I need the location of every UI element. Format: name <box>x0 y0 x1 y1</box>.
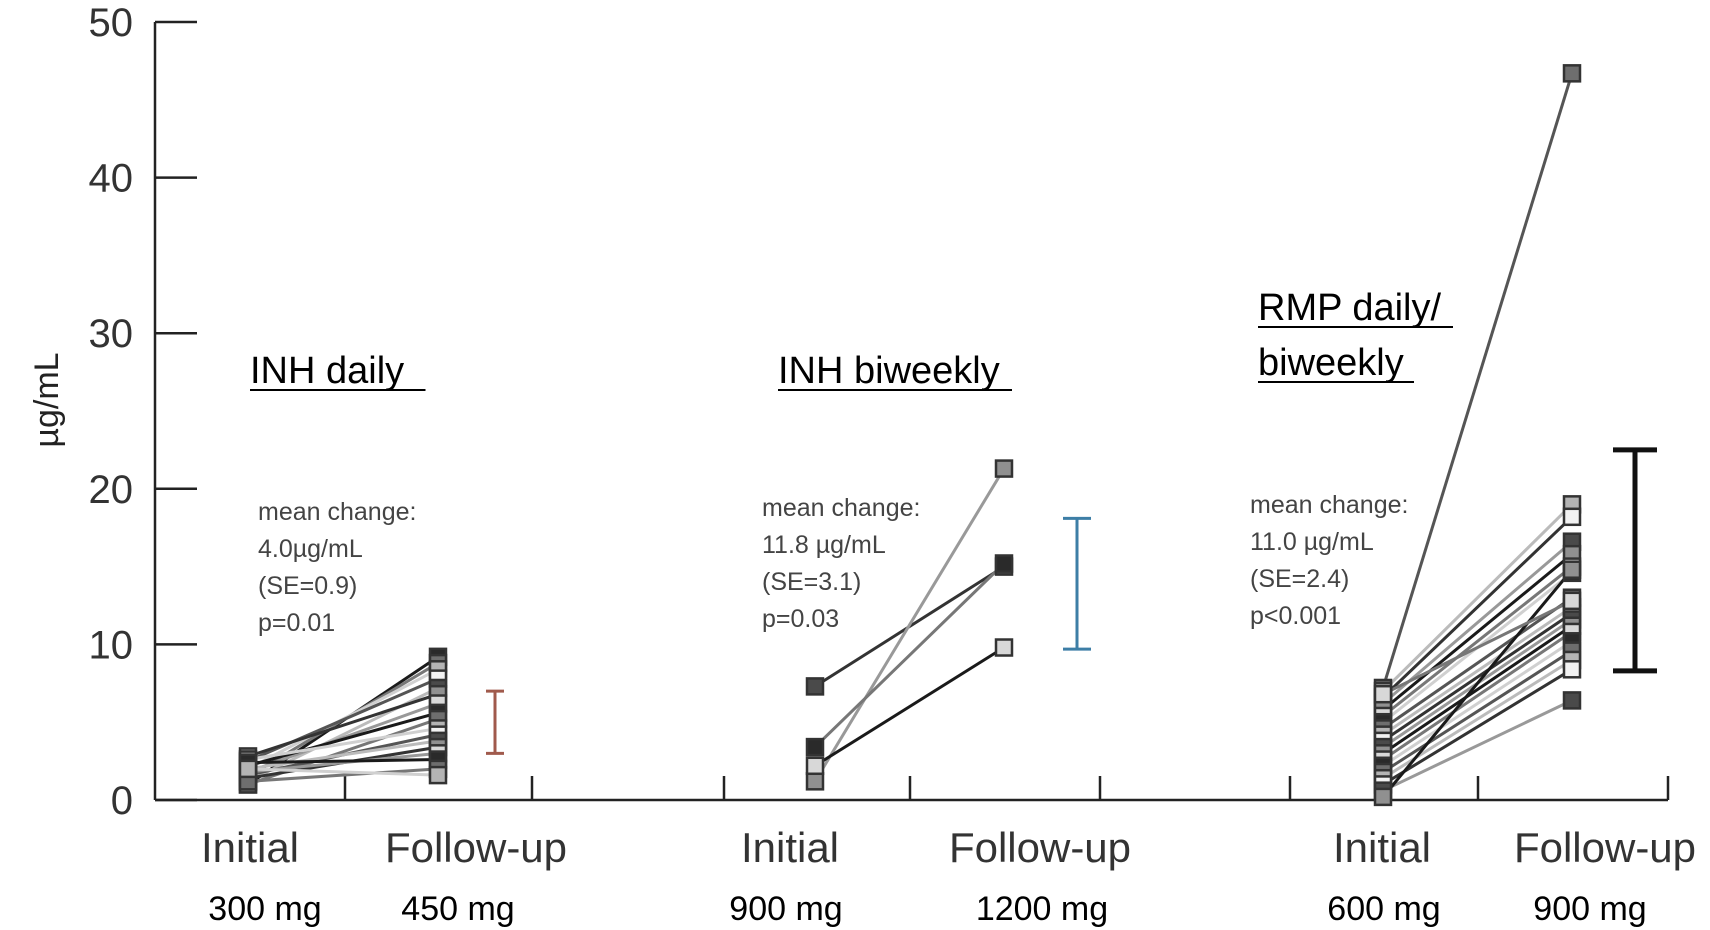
series-line-20 <box>1382 599 1573 696</box>
series-line-6 <box>1382 565 1573 718</box>
followup-point-4 <box>994 554 1014 573</box>
followup-point-20 <box>1562 591 1582 611</box>
followup-point-2 <box>994 459 1014 478</box>
series-line-19 <box>1381 568 1574 798</box>
initial-point-1 <box>805 677 825 696</box>
stat-annotation: 4.0µg/mL <box>258 535 363 563</box>
followup-point-18 <box>1562 691 1582 710</box>
series-line-12 <box>247 739 439 771</box>
category-label: Initial <box>741 824 839 871</box>
followup-point-3 <box>994 638 1014 657</box>
stat-annotation: p=0.01 <box>258 609 335 637</box>
group-3 <box>1373 64 1657 807</box>
dose-label: 1200 mg <box>976 890 1108 928</box>
initial-point-3 <box>805 756 825 776</box>
series-line-4 <box>1382 540 1573 705</box>
dose-label: 300 mg <box>208 890 321 928</box>
category-label: Follow-up <box>949 824 1131 871</box>
series-line-2 <box>813 467 1006 783</box>
group-title: biweekly <box>1258 342 1404 384</box>
category-label: Initial <box>201 824 299 871</box>
series-line-9 <box>1382 605 1573 736</box>
group-1 <box>238 647 504 794</box>
series-line-6 <box>247 692 439 758</box>
category-label: Follow-up <box>385 824 567 871</box>
stat-annotation: 11.0 µg/mL <box>1250 528 1374 556</box>
stat-annotation: p=0.03 <box>762 605 839 633</box>
initial-point-19 <box>1373 787 1393 807</box>
series-layer <box>238 64 1657 807</box>
series-line-16 <box>247 767 439 783</box>
labels-layer: 0 10 20 30 40 50 Initial Follow-up 300 mg 450 mg I… <box>89 1 1697 928</box>
initial-point-17 <box>238 759 258 779</box>
group-title: RMP daily/ <box>1258 287 1441 329</box>
series-line-4 <box>813 562 1006 749</box>
stat-annotation: mean change: <box>258 498 416 526</box>
series-line-10 <box>247 726 439 762</box>
series-line-13 <box>1382 630 1573 761</box>
series-line-14 <box>1382 640 1573 768</box>
stat-annotation: mean change: <box>762 494 920 522</box>
stat-annotation: p<0.001 <box>1250 602 1341 630</box>
dose-label: 450 mg <box>401 890 514 928</box>
followup-point-17 <box>428 765 448 785</box>
initial-point-4 <box>805 737 825 757</box>
group-title: INH daily <box>250 350 404 392</box>
group-2 <box>805 459 1091 791</box>
series-line-18 <box>1382 699 1573 793</box>
series-line-3 <box>1381 515 1574 699</box>
series-line-3 <box>814 646 1005 768</box>
y-axis-label: µg/mL <box>28 352 66 447</box>
axes <box>153 20 1670 802</box>
y-tick-label: 20 <box>89 468 134 512</box>
series-line-10 <box>1382 612 1573 743</box>
series-line-12 <box>1382 624 1573 755</box>
y-tick-label: 10 <box>89 623 134 667</box>
stat-annotation: mean change: <box>1250 491 1408 519</box>
series-line-8 <box>247 711 439 768</box>
series-line-17 <box>1382 668 1573 786</box>
series-line-15 <box>247 758 439 765</box>
followup-point-19 <box>1562 560 1582 579</box>
stat-annotation: 11.8 µg/mL <box>762 531 886 559</box>
dose-label: 600 mg <box>1327 890 1440 928</box>
group-title: INH biweekly <box>778 350 1000 392</box>
y-tick-label: 50 <box>89 1 134 45</box>
y-tick-label: 0 <box>111 779 133 823</box>
stat-annotation: (SE=0.9) <box>258 572 357 600</box>
series-line-1 <box>1381 72 1574 689</box>
category-label: Initial <box>1333 824 1431 871</box>
category-label: Follow-up <box>1514 824 1696 871</box>
series-line-5 <box>1382 552 1573 711</box>
initial-point-2 <box>805 772 825 791</box>
y-tick-label: 30 <box>89 312 134 356</box>
stat-annotation: (SE=3.1) <box>762 568 861 596</box>
dose-label: 900 mg <box>729 890 842 928</box>
series-line-17 <box>247 767 439 777</box>
y-tick-label: 40 <box>89 157 134 201</box>
initial-point-20 <box>1373 684 1393 704</box>
series-line-8 <box>1382 596 1573 730</box>
followup-point-17 <box>1562 660 1582 679</box>
followup-point-3 <box>1562 507 1582 527</box>
dose-label: 900 mg <box>1533 890 1646 928</box>
stat-annotation: (SE=2.4) <box>1250 565 1349 593</box>
series-line-15 <box>1382 649 1573 774</box>
series-line-2 <box>1381 503 1574 693</box>
followup-point-1 <box>1562 64 1582 83</box>
